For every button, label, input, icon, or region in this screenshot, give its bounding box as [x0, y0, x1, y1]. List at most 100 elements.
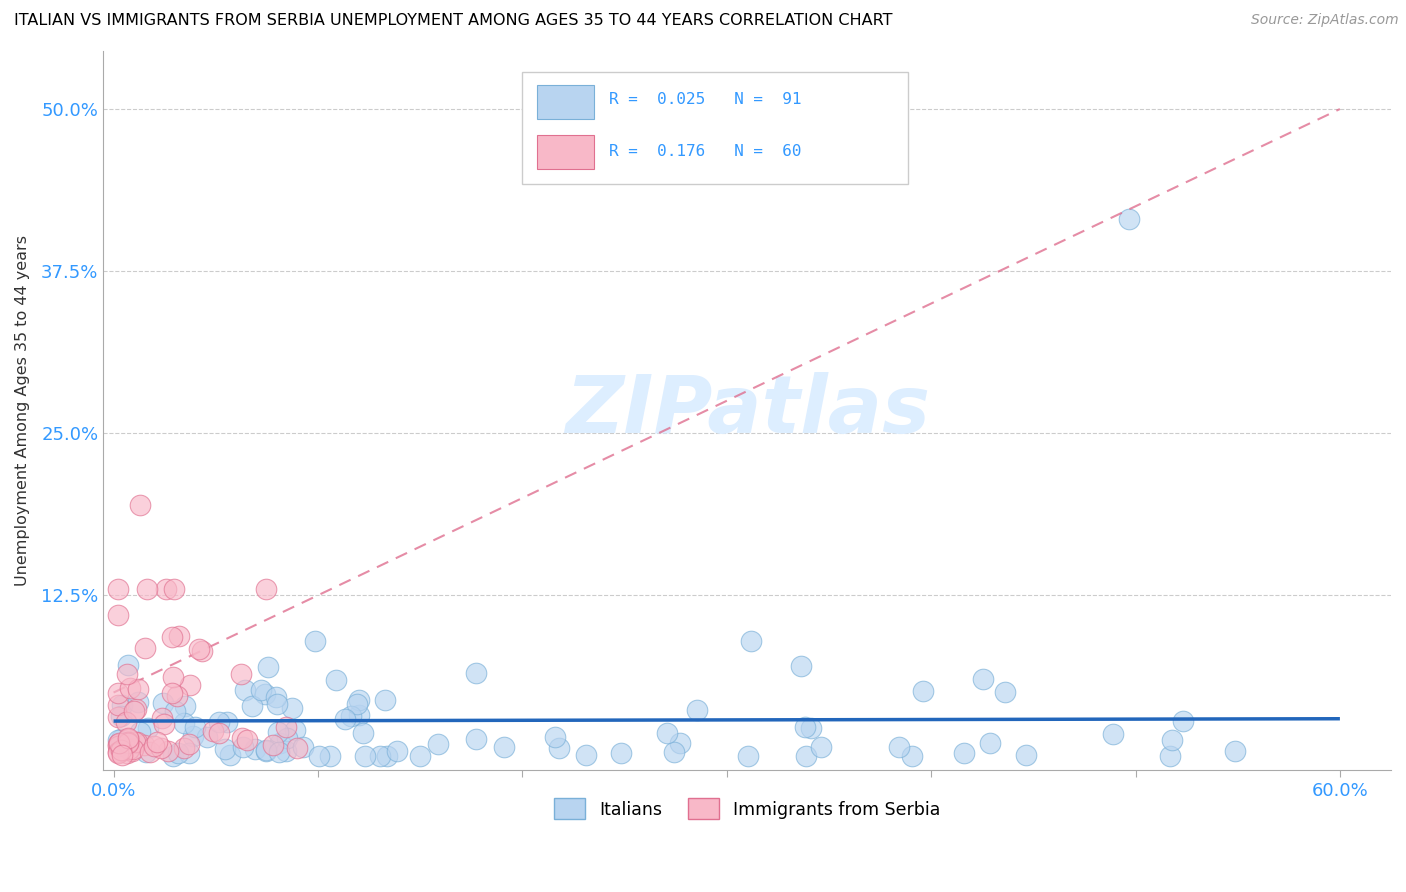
Point [155, 582, 177, 596]
Point [167, 629, 190, 643]
Point [127, 735, 149, 749]
FancyBboxPatch shape [537, 135, 593, 169]
Point [162, 670, 184, 684]
Point [264, 690, 287, 704]
Point [276, 731, 298, 746]
Point [1102, 726, 1125, 740]
Point [1118, 212, 1140, 227]
Point [669, 736, 692, 750]
Point [912, 683, 935, 698]
Point [108, 735, 131, 749]
Point [127, 682, 149, 697]
Point [257, 659, 280, 673]
Point [160, 686, 183, 700]
Point [117, 658, 139, 673]
Point [375, 749, 398, 764]
Point [107, 686, 129, 700]
Point [173, 741, 195, 756]
Point [810, 739, 832, 754]
Point [117, 735, 139, 749]
Point [107, 607, 129, 622]
Point [492, 739, 515, 754]
Point [250, 682, 273, 697]
Point [107, 582, 129, 596]
Point [181, 730, 204, 744]
Point [464, 665, 486, 680]
Point [118, 741, 141, 756]
Point [195, 730, 218, 744]
Point [662, 745, 685, 759]
Point [110, 742, 132, 756]
Point [179, 737, 201, 751]
Point [972, 672, 994, 686]
Point [231, 731, 253, 746]
Point [107, 710, 129, 724]
Point [240, 698, 263, 713]
Point [107, 739, 129, 753]
Point [245, 742, 267, 756]
Point [214, 742, 236, 756]
Point [308, 748, 330, 763]
Point [1015, 747, 1038, 762]
Point [686, 702, 709, 716]
Point [262, 738, 284, 752]
Point [233, 682, 256, 697]
Point [1159, 749, 1181, 764]
Point [111, 698, 134, 713]
Point [179, 746, 201, 760]
Point [121, 744, 143, 758]
Point [347, 708, 370, 723]
Point [136, 582, 159, 596]
Point [179, 678, 201, 692]
Point [134, 745, 156, 759]
Point [610, 746, 633, 760]
Point [232, 739, 254, 754]
Point [235, 733, 257, 747]
Point [740, 633, 762, 648]
Legend: Italians, Immigrants from Serbia: Italians, Immigrants from Serbia [547, 791, 948, 826]
Point [208, 726, 231, 740]
Point [231, 667, 253, 681]
Point [117, 667, 139, 681]
Point [127, 695, 149, 709]
Point [292, 739, 315, 754]
Point [254, 582, 277, 596]
Point [979, 736, 1001, 750]
Point [165, 704, 187, 718]
Point [143, 739, 166, 753]
Point [117, 732, 139, 747]
Point [427, 737, 450, 751]
Point [124, 734, 146, 748]
Point [145, 735, 167, 749]
Text: ITALIAN VS IMMIGRANTS FROM SERBIA UNEMPLOYMENT AMONG AGES 35 TO 44 YEARS CORRELA: ITALIAN VS IMMIGRANTS FROM SERBIA UNEMPL… [14, 13, 893, 29]
Point [794, 720, 817, 734]
Point [111, 748, 134, 763]
Point [136, 721, 159, 735]
Point [333, 712, 356, 726]
Point [274, 720, 297, 734]
Point [107, 732, 129, 747]
Point [162, 749, 184, 764]
Point [464, 732, 486, 747]
Point [655, 726, 678, 740]
Point [125, 702, 148, 716]
Point [122, 742, 145, 756]
Point [117, 731, 139, 746]
Point [387, 744, 409, 758]
Point [325, 673, 347, 687]
Point [284, 723, 307, 737]
Point [166, 689, 188, 703]
Point [269, 736, 291, 750]
Point [340, 709, 363, 723]
Point [304, 633, 326, 648]
Point [409, 748, 432, 763]
Point [346, 697, 368, 711]
Point [129, 725, 152, 739]
Point [163, 582, 186, 596]
Point [122, 704, 145, 718]
Point [543, 731, 565, 745]
Point [152, 696, 174, 710]
Point [370, 749, 392, 764]
Point [107, 698, 129, 712]
Point [107, 737, 129, 751]
